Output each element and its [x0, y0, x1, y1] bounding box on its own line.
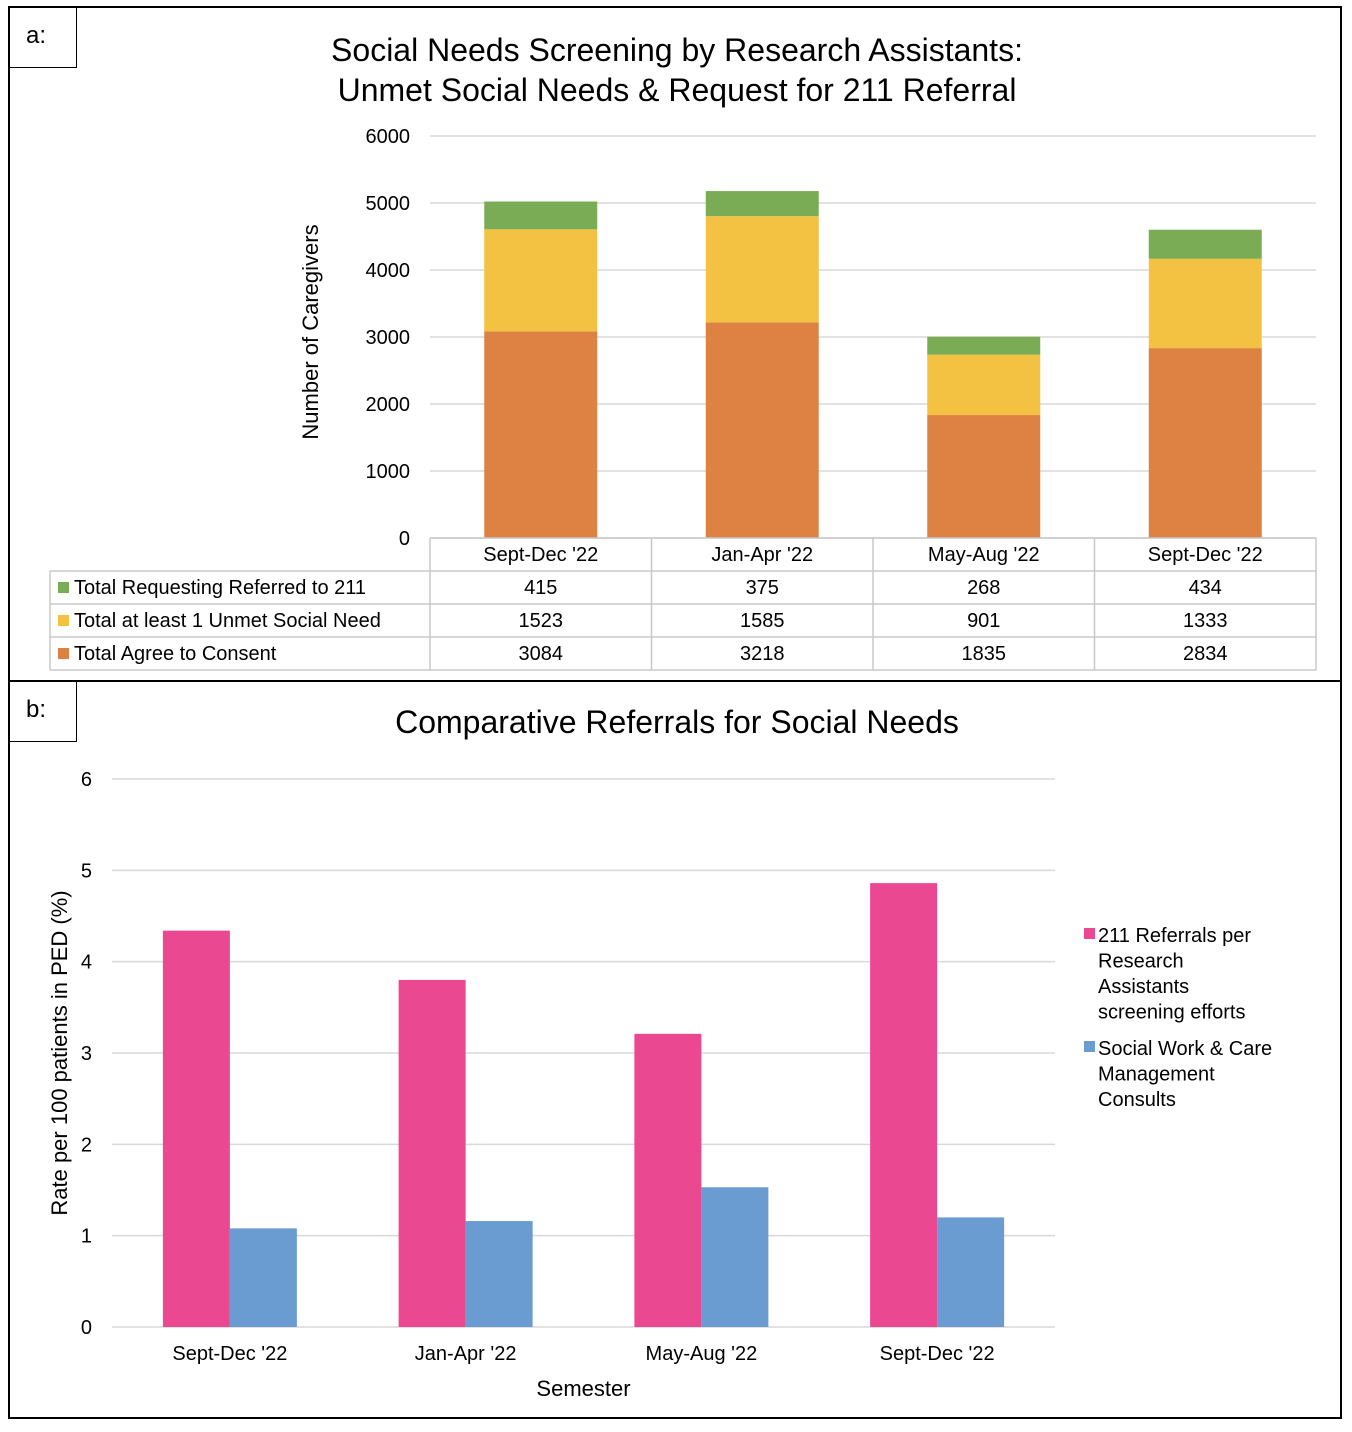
chart-a-series-name: Total Requesting Referred to 211	[74, 577, 366, 599]
chart-a-table-value: 2834	[1183, 643, 1228, 665]
chart-b-y-tick-label: 2	[81, 1134, 92, 1156]
chart-a-y-tick-label: 4000	[366, 260, 411, 282]
chart-a-y-tick-label: 0	[399, 528, 410, 550]
chart-a-bar-segment	[1148, 348, 1262, 538]
chart-a-table-value: 1835	[962, 643, 1007, 665]
chart-a-table-value: 901	[967, 610, 1000, 632]
chart-b-bar	[937, 1217, 1005, 1327]
chart-a-y-tick-label: 2000	[366, 394, 411, 416]
chart-b-category-label: May-Aug '22	[646, 1343, 758, 1365]
chart-a-bar-segment	[705, 216, 819, 323]
chart-a-legend-key	[58, 648, 69, 659]
chart-b-bar	[229, 1228, 297, 1327]
chart-a-table-value: 415	[524, 577, 557, 599]
chart-a-table-value: 375	[746, 577, 779, 599]
chart-b-bar	[162, 930, 230, 1327]
chart-a-legend-key	[58, 615, 69, 626]
chart-a-title: Social Needs Screening by Research Assis…	[10, 30, 1344, 110]
panel-a-tag: a:	[10, 8, 77, 68]
chart-b-y-tick-label: 4	[81, 952, 92, 974]
chart-a-bar-segment	[705, 322, 819, 538]
chart-a-series-name: Total at least 1 Unmet Social Need	[74, 610, 381, 632]
chart-b-y-tick-label: 6	[81, 769, 92, 791]
chart-a-category-label: Sept-Dec '22	[1148, 544, 1263, 566]
chart-b-y-tick-label: 5	[81, 860, 92, 882]
chart-a-table-value: 1333	[1183, 610, 1228, 632]
chart-b-category-label: Sept-Dec '22	[880, 1343, 995, 1365]
chart-a-series-name: Total Agree to Consent	[74, 643, 277, 665]
chart-a-title-line2: Unmet Social Needs & Request for 211 Ref…	[337, 72, 1017, 108]
chart-a-bar-segment	[1148, 229, 1262, 259]
chart-a-table-value: 1585	[740, 610, 785, 632]
chart-b-category-label: Jan-Apr '22	[415, 1343, 517, 1365]
chart-a-category-label: Jan-Apr '22	[711, 544, 813, 566]
chart-a-bar-segment	[484, 331, 598, 538]
chart-a-table-value: 3084	[519, 643, 564, 665]
chart-b-title: Comparative Referrals for Social Needs	[395, 704, 959, 740]
chart-a-table-value: 1523	[519, 610, 564, 632]
chart-b-legend-key	[1084, 1041, 1095, 1052]
chart-a-y-axis-label: Number of Caregivers	[298, 224, 323, 439]
chart-b-x-axis-label: Semester	[536, 1376, 630, 1401]
chart-a-bar-segment	[484, 229, 598, 332]
chart-a-bar-segment	[927, 415, 1041, 538]
chart-a-category-label: Sept-Dec '22	[483, 544, 598, 566]
chart-a-y-tick-label: 6000	[366, 126, 411, 148]
chart-a-bar-segment	[484, 201, 598, 230]
chart-a-category-label: May-Aug '22	[928, 544, 1040, 566]
chart-b-bar	[634, 1033, 702, 1327]
chart-b-legend-key	[1084, 928, 1095, 939]
chart-a-bar-segment	[927, 354, 1041, 416]
chart-a-y-tick-label: 3000	[366, 327, 411, 349]
chart-b-legend-label: Social Work & Care Management Consults	[1098, 1038, 1272, 1111]
chart-b-legend-label: 211 Referrals per Research Assistants scree…	[1098, 925, 1251, 1024]
chart-a-title-line1: Social Needs Screening by Research Assis…	[331, 32, 1023, 68]
chart-b-category-label: Sept-Dec '22	[172, 1343, 287, 1365]
chart-a-y-tick-label: 5000	[366, 193, 411, 215]
chart-a-table-value: 268	[967, 577, 1000, 599]
chart-b-bar	[701, 1187, 769, 1327]
chart-a-y-tick-label: 1000	[366, 461, 411, 483]
chart-a-bar-segment	[1148, 258, 1262, 349]
chart-b-bar	[465, 1221, 533, 1327]
chart-a-legend-key	[58, 582, 69, 593]
chart-b-y-axis-label: Rate per 100 patients in PED (%)	[47, 890, 72, 1215]
panel-a: a: Social Needs Screening by Research As…	[8, 6, 1342, 682]
chart-b-y-tick-label: 3	[81, 1043, 92, 1065]
chart-a-table-value: 3218	[740, 643, 785, 665]
chart-a-table-value: 434	[1189, 577, 1222, 599]
chart-b-y-tick-label: 0	[81, 1317, 92, 1339]
chart-a-bar-segment	[705, 191, 819, 217]
chart-b-bar	[870, 883, 938, 1327]
panel-b-tag: b:	[10, 682, 77, 742]
chart-a-bar-segment	[927, 336, 1041, 355]
chart-b-bar	[398, 979, 466, 1327]
chart-b-y-tick-label: 1	[81, 1226, 92, 1248]
